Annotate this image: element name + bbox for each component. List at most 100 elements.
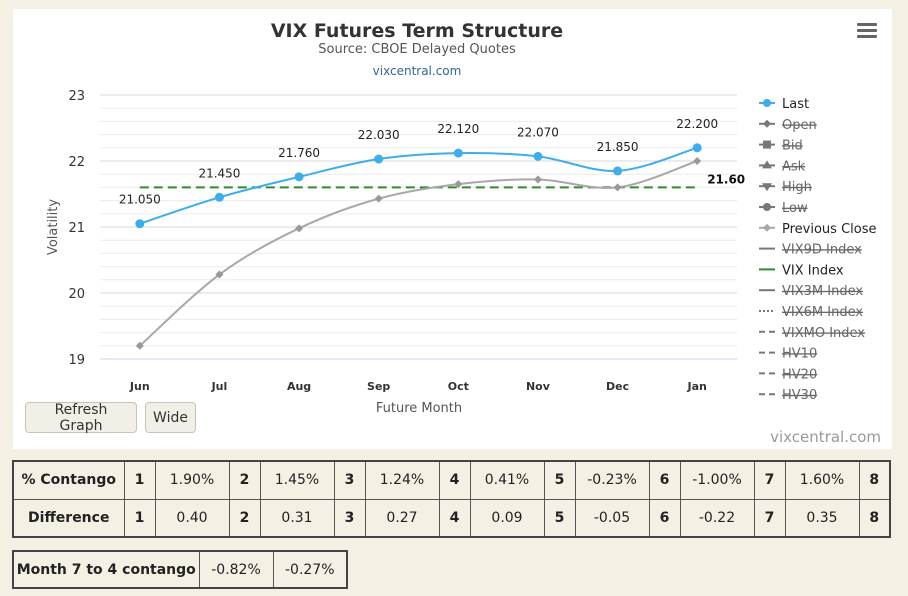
- last-line: [139, 146, 698, 225]
- last-point: [613, 166, 623, 176]
- y-axis-title: Volatility: [46, 199, 61, 255]
- month-number: 8: [858, 498, 891, 538]
- legend-item-label[interactable]: VIXMO Index: [782, 326, 865, 341]
- contango-value: 1.24%: [364, 460, 440, 500]
- last-data-label: 21.450: [198, 166, 240, 180]
- month-number: 4: [438, 498, 471, 538]
- legend-item-label[interactable]: HV10: [782, 347, 817, 362]
- difference-value: 0.35: [784, 498, 860, 538]
- credit-link[interactable]: vixcentral.com: [770, 428, 881, 446]
- contango-value: 1.60%: [784, 460, 860, 500]
- month-contango-row: Month 7 to 4 contango -0.82% -0.27%: [12, 550, 348, 589]
- contango-value: -0.23%: [574, 460, 650, 500]
- legend-marker: [763, 119, 771, 128]
- month-number: 7: [753, 498, 786, 538]
- x-tick-label: Jan: [687, 380, 707, 393]
- month-number: 6: [648, 460, 681, 500]
- contango-value: 1.45%: [259, 460, 335, 500]
- last-point: [533, 151, 543, 161]
- previous-close-point: [295, 224, 304, 233]
- y-tick-label: 22: [68, 155, 85, 170]
- difference-label: Difference: [12, 498, 125, 538]
- month-number: 8: [858, 460, 891, 500]
- y-tick-label: 23: [68, 89, 85, 104]
- x-tick-label: Nov: [526, 380, 551, 393]
- contango-row: % Contango 1 1.90% 2 1.45% 3 1.24% 4 0.4…: [12, 460, 891, 500]
- month-number: 3: [333, 460, 366, 500]
- month-number: 6: [648, 498, 681, 538]
- last-data-label: 22.120: [437, 122, 479, 136]
- last-point: [294, 172, 304, 182]
- last-data-label: 21.760: [278, 146, 320, 160]
- last-point: [214, 192, 224, 202]
- x-tick-label: Jun: [129, 380, 150, 393]
- legend-marker: [763, 140, 771, 149]
- month-contango-value: -0.27%: [272, 550, 348, 589]
- y-tick-label: 19: [68, 353, 85, 368]
- chart-subtitle: Source: CBOE Delayed Quotes: [318, 42, 516, 57]
- legend-item-label[interactable]: Open: [782, 118, 817, 133]
- x-axis-title: Future Month: [376, 401, 462, 416]
- x-tick-label: Sep: [367, 380, 390, 393]
- month-number: 3: [333, 498, 366, 538]
- chart-link: vixcentral.com: [373, 64, 462, 78]
- chart-panel: VIX Futures Term Structure Source: CBOE D…: [13, 9, 892, 449]
- last-point: [692, 143, 702, 153]
- contango-value: 1.90%: [154, 460, 230, 500]
- legend-item-label[interactable]: VIX Index: [782, 263, 844, 278]
- previous-close-point: [454, 180, 463, 189]
- wide-button[interactable]: Wide: [145, 402, 196, 433]
- legend-item-label[interactable]: Low: [782, 201, 808, 216]
- legend-item-label[interactable]: HV30: [782, 388, 817, 403]
- month-contango-table: Month 7 to 4 contango -0.82% -0.27%: [12, 550, 348, 589]
- month-number: 5: [543, 460, 576, 500]
- month-number: 1: [123, 498, 156, 538]
- chart-title: VIX Futures Term Structure: [271, 20, 563, 42]
- x-tick-label: Oct: [448, 380, 469, 393]
- difference-row: Difference 1 0.40 2 0.31 3 0.27 4 0.09 5…: [12, 498, 891, 538]
- month-number: 2: [228, 498, 261, 538]
- legend-marker: [762, 160, 772, 169]
- month-number: 7: [753, 460, 786, 500]
- last-point: [453, 148, 463, 158]
- last-data-label: 22.070: [517, 125, 559, 139]
- x-tick-label: Aug: [287, 380, 311, 393]
- last-data-label: 22.030: [358, 128, 400, 142]
- stats-table: % Contango 1 1.90% 2 1.45% 3 1.24% 4 0.4…: [12, 460, 891, 538]
- contango-value: -1.00%: [679, 460, 755, 500]
- legend-item-label[interactable]: VIX3M Index: [782, 284, 863, 299]
- month-number: 4: [438, 460, 471, 500]
- legend-item-label[interactable]: Bid: [782, 139, 803, 154]
- legend-item-label[interactable]: High: [782, 180, 812, 195]
- legend-item-label[interactable]: HV20: [782, 367, 817, 382]
- legend-marker: [763, 99, 771, 107]
- legend-item-label[interactable]: VIX9D Index: [782, 243, 862, 258]
- legend-marker: [762, 183, 772, 192]
- x-tick-label: Jul: [211, 380, 228, 393]
- last-point: [135, 219, 145, 229]
- difference-value: 0.31: [259, 498, 335, 538]
- y-tick-label: 21: [68, 221, 85, 236]
- difference-value: 0.27: [364, 498, 440, 538]
- month-contango-label: Month 7 to 4 contango: [12, 550, 200, 589]
- previous-close-point: [374, 194, 383, 203]
- previous-close-point: [613, 183, 622, 192]
- month-contango-value: -0.82%: [198, 550, 274, 589]
- legend-item-label[interactable]: VIX6M Index: [782, 305, 863, 320]
- difference-value: -0.05: [574, 498, 650, 538]
- legend-item-label[interactable]: Previous Close: [782, 222, 877, 237]
- difference-value: 0.40: [154, 498, 230, 538]
- month-number: 2: [228, 460, 261, 500]
- refresh-graph-button[interactable]: Refresh Graph: [25, 402, 137, 434]
- legend-marker: [763, 223, 771, 232]
- legend-item-label[interactable]: Last: [782, 97, 809, 112]
- previous-close-point: [135, 341, 144, 350]
- previous-close-point: [693, 157, 702, 165]
- month-number: 1: [123, 460, 156, 500]
- legend-item-label[interactable]: Ask: [782, 159, 806, 174]
- contango-value: 0.41%: [469, 460, 545, 500]
- menu-icon[interactable]: [857, 23, 877, 39]
- month-number: 5: [543, 498, 576, 538]
- last-data-label: 21.050: [119, 193, 161, 207]
